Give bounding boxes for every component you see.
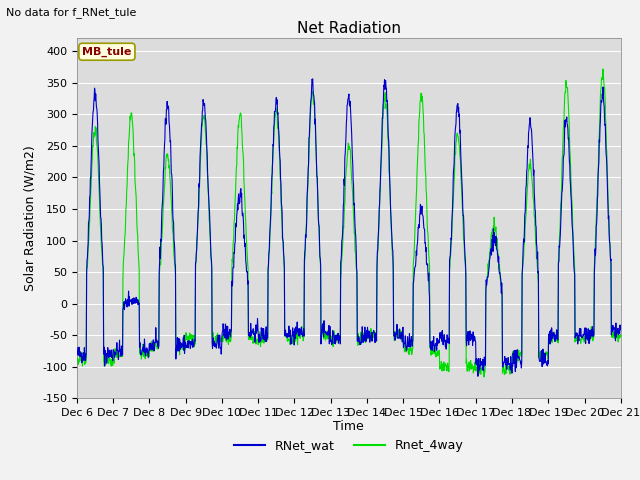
Legend: RNet_wat, Rnet_4way: RNet_wat, Rnet_4way: [229, 434, 468, 457]
Y-axis label: Solar Radiation (W/m2): Solar Radiation (W/m2): [24, 145, 36, 291]
Title: Net Radiation: Net Radiation: [297, 21, 401, 36]
X-axis label: Time: Time: [333, 420, 364, 432]
Text: No data for f_RNet_tule: No data for f_RNet_tule: [6, 7, 137, 18]
Text: MB_tule: MB_tule: [82, 47, 132, 57]
